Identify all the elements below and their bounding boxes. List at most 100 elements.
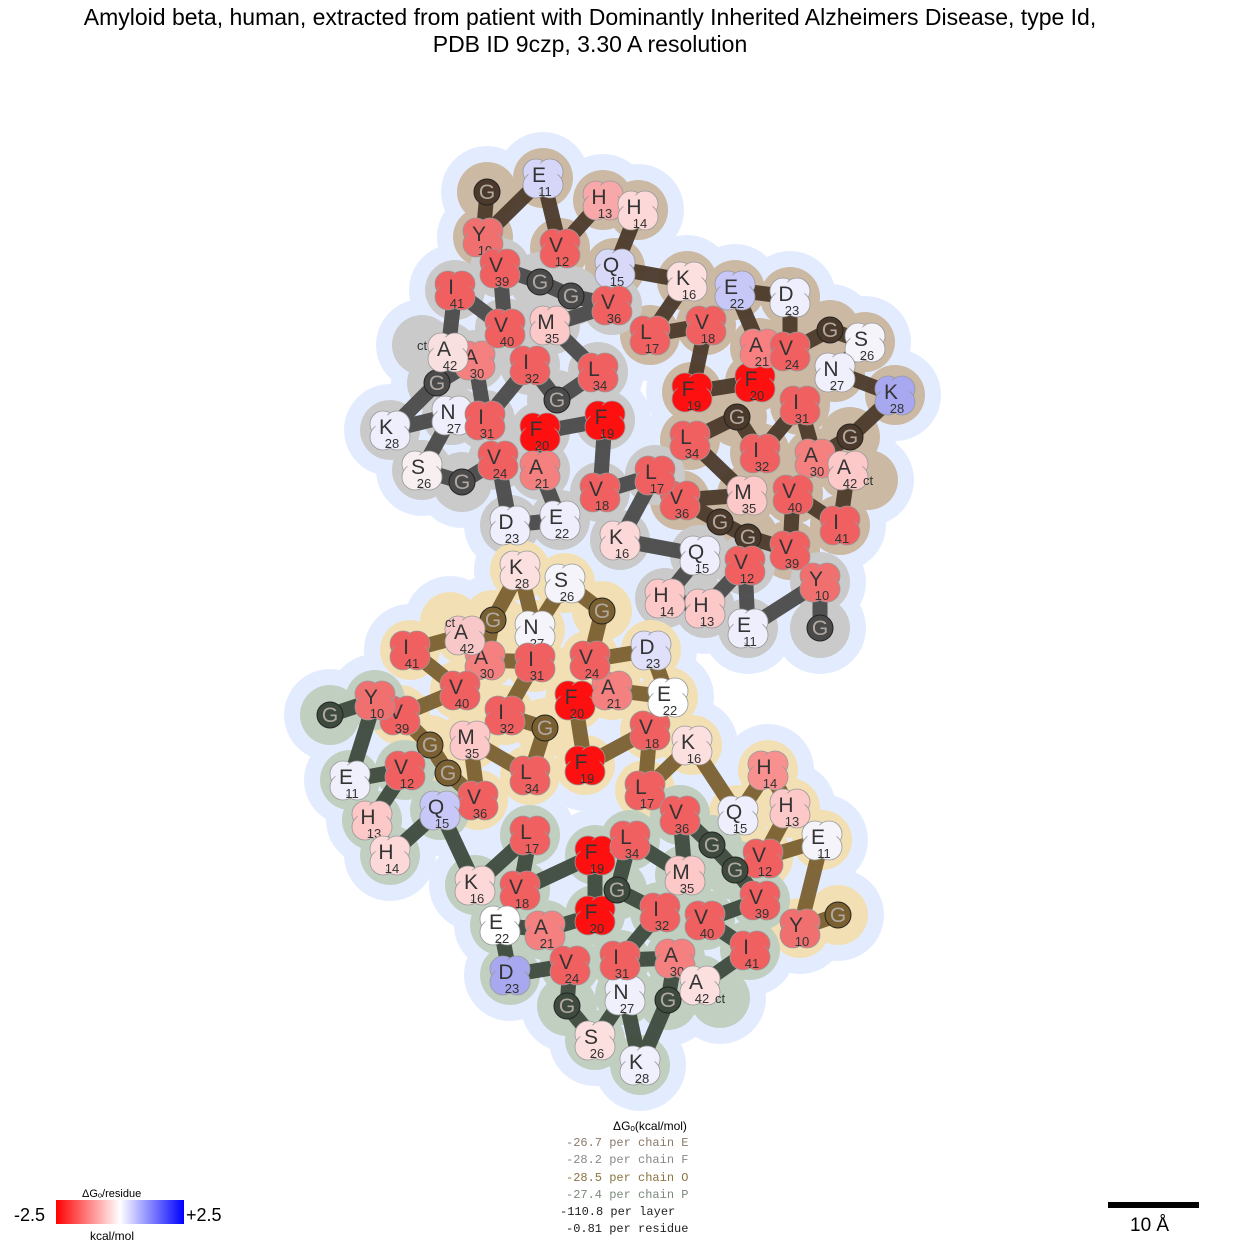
residue-number: 40 — [500, 334, 514, 349]
residue-blob-core — [685, 970, 715, 1000]
residue-blob-core — [775, 793, 805, 823]
figure-title: Amyloid beta, human, extracted from pati… — [0, 4, 1180, 58]
residue-blob-core — [505, 875, 535, 905]
residue-letter: F — [595, 406, 608, 429]
residue-blob-core — [745, 438, 775, 468]
residue-number: 20 — [590, 921, 604, 936]
residue-blob-core — [645, 897, 675, 927]
residue-p-f19: F19 — [574, 835, 616, 876]
residue-letter: I — [498, 701, 504, 724]
glycine-marker — [723, 403, 751, 431]
residue-letter: V — [669, 486, 683, 509]
residue-blob-core — [745, 333, 775, 363]
residue-number: 11 — [345, 786, 359, 801]
residue-o-e22: E22 — [647, 677, 689, 718]
residue-letter: L — [620, 826, 632, 849]
residue-number: 11 — [743, 634, 757, 649]
residue-p-g38: G — [721, 856, 749, 884]
residue-blob-core — [825, 510, 855, 540]
residue-blob-core — [390, 755, 420, 785]
residue-o-v18: V18 — [629, 710, 671, 751]
residue-letter: D — [639, 636, 654, 659]
residue-number: 32 — [500, 721, 514, 736]
residue-e-g33: G — [723, 403, 751, 431]
residue-o-s26: S26 — [544, 563, 586, 604]
residue-o-g25: G — [588, 597, 616, 625]
residue-f-g25: G — [448, 468, 476, 496]
residue-letter: G — [727, 859, 743, 882]
residue-o-f20: F20 — [554, 680, 596, 721]
residue-blob-core — [740, 367, 770, 397]
residue-number: 17 — [650, 481, 664, 496]
residue-letter: E — [737, 614, 751, 637]
residue-letter: V — [752, 844, 766, 867]
residue-f-i31: I31 — [464, 400, 506, 441]
residue-number: 31 — [795, 411, 809, 426]
residue-p-l17: L17 — [509, 815, 551, 856]
residue-letter: E — [724, 276, 738, 299]
residue-number: 11 — [538, 184, 552, 199]
residue-blob-core — [520, 615, 550, 645]
glycine-marker — [603, 876, 631, 904]
residue-blob-core — [775, 282, 805, 312]
residue-o-h14: H14 — [747, 750, 789, 791]
residue-blob-core — [525, 417, 555, 447]
residue-blob-core — [833, 455, 863, 485]
residue-letter: V — [669, 801, 683, 824]
residue-blob-core — [580, 900, 610, 930]
residue-letter: L — [520, 761, 532, 784]
residue-e-v39: V39 — [769, 530, 811, 571]
residue-number: 34 — [685, 446, 699, 461]
residue-letter: L — [640, 321, 652, 344]
residue-f-m35: M35 — [529, 305, 571, 346]
residue-letter: D — [778, 283, 793, 306]
residue-blob-core — [485, 253, 515, 283]
glycine-marker — [706, 508, 734, 536]
residue-letter: G — [454, 471, 470, 494]
residue-number: 23 — [505, 981, 519, 996]
glycine-marker — [553, 992, 581, 1020]
residue-blob-core — [690, 593, 720, 623]
residue-letter: F — [745, 368, 758, 391]
residue-number: 36 — [675, 821, 689, 836]
residue-letter: K — [609, 526, 623, 549]
residue-number: 32 — [525, 371, 539, 386]
residue-number: 18 — [595, 498, 609, 513]
residue-e-i41: I41 — [819, 505, 861, 546]
residue-number: 23 — [646, 656, 660, 671]
residue-letter: V — [734, 551, 748, 574]
residue-blob-core — [483, 445, 513, 475]
residue-blob-core — [807, 825, 837, 855]
residue-number: 10 — [795, 934, 809, 949]
energy-row-chain-e: -26.7 per chain E — [566, 1136, 689, 1151]
residue-letter: K — [884, 381, 898, 404]
glycine-marker — [824, 901, 852, 929]
residue-p-h14: H14 — [369, 835, 411, 876]
residue-p-k16: K16 — [454, 865, 496, 906]
residue-blob-core — [570, 750, 600, 780]
residue-p-e22: E22 — [479, 905, 521, 946]
residue-blob-core — [575, 645, 605, 675]
residue-p-g25: G — [553, 992, 581, 1020]
residue-o-l17: L17 — [624, 770, 666, 811]
residue-number: 21 — [540, 936, 554, 951]
residue-number: 18 — [645, 736, 659, 751]
residue-number: 31 — [615, 966, 629, 981]
residue-letter: G — [609, 879, 625, 902]
residue-number: 27 — [447, 421, 461, 436]
energy-row-chain-p: -27.4 per chain P — [566, 1187, 689, 1202]
residue-letter: S — [554, 569, 568, 592]
residue-blob-core — [800, 443, 830, 473]
residue-number: 21 — [535, 476, 549, 491]
residue-o-q15: Q15 — [717, 795, 759, 836]
residue-letter: E — [339, 766, 353, 789]
residue-o-i31: I31 — [514, 642, 556, 683]
glycine-marker — [543, 386, 571, 414]
residue-letter: L — [635, 776, 647, 799]
residue-number: 26 — [560, 589, 574, 604]
residue-p-i41: I41 — [729, 930, 771, 971]
residue-blob-core — [753, 755, 783, 785]
residue-number: 12 — [758, 864, 772, 879]
residue-blob-core — [437, 400, 467, 430]
residue-f-y10: Y10 — [799, 562, 841, 603]
